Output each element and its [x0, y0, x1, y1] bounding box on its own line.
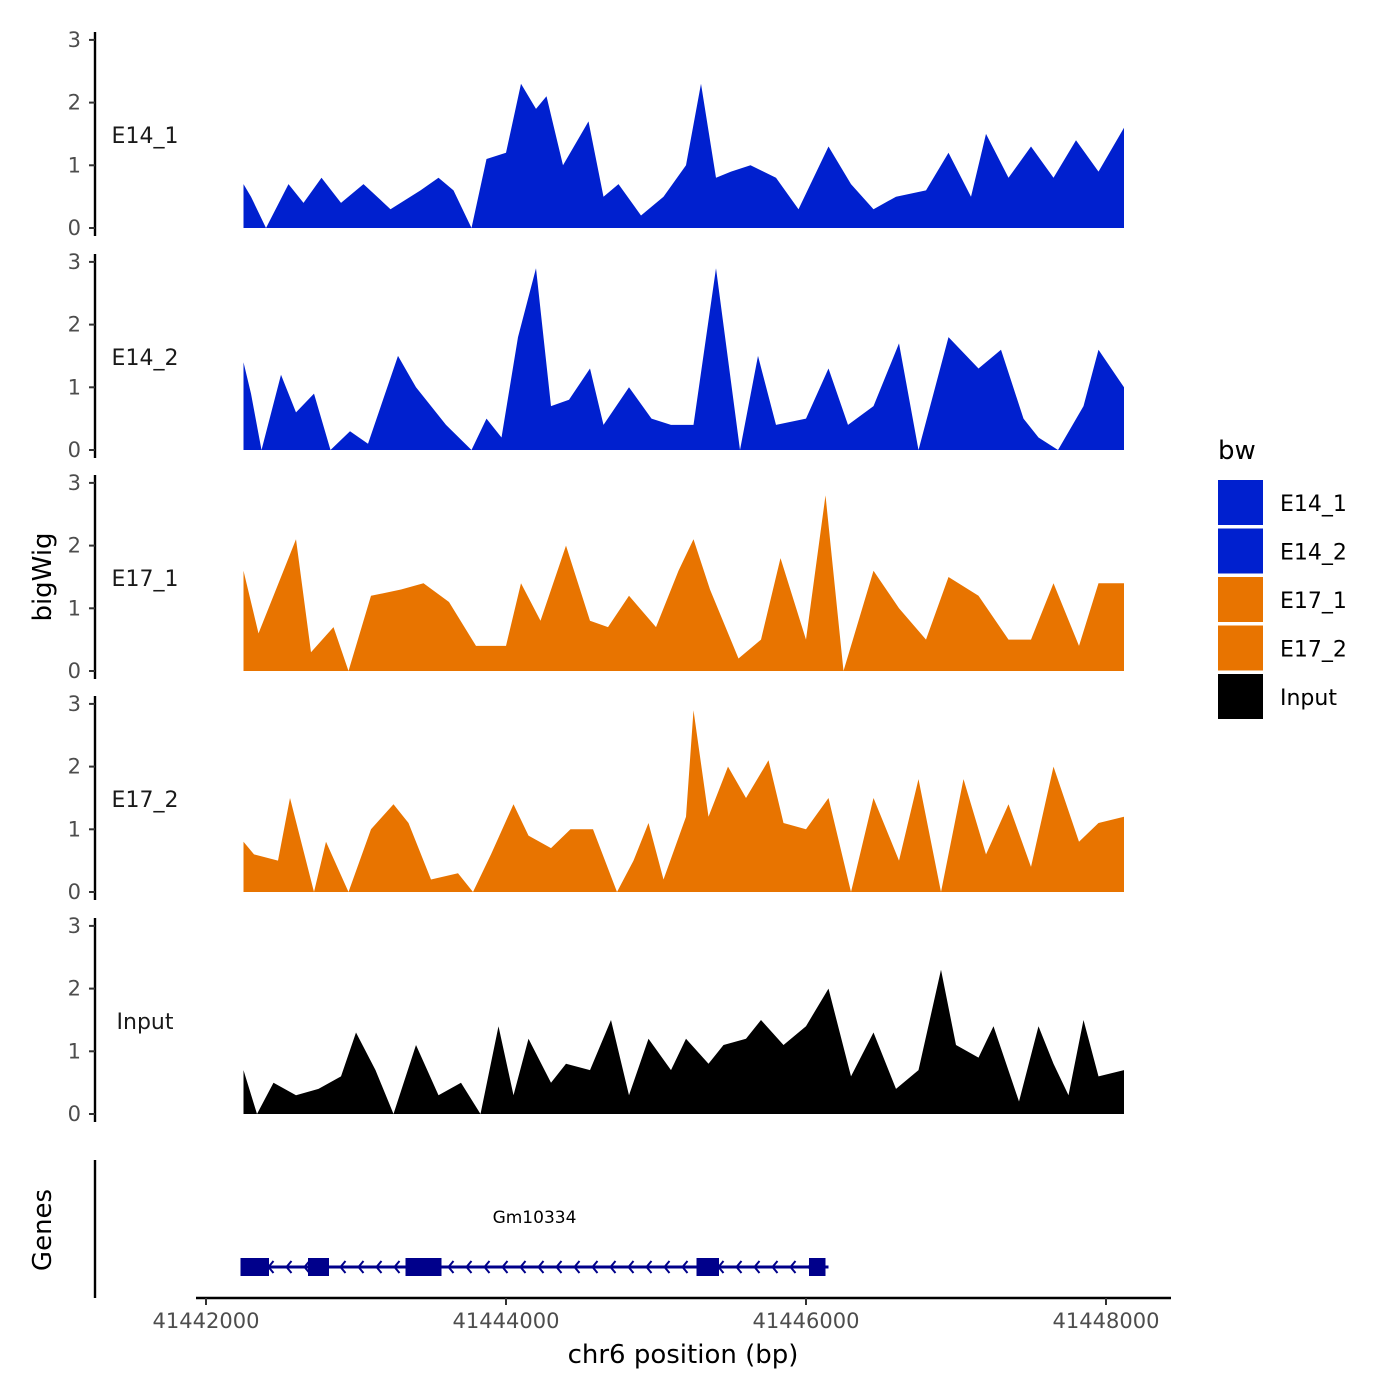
legend-swatch-e14-2 — [1218, 528, 1263, 574]
strand-arrow — [303, 1260, 311, 1274]
legend-swatch-input — [1218, 674, 1263, 719]
y-tick-label: 2 — [68, 534, 81, 558]
y-tick-label: 1 — [68, 596, 81, 620]
strand-arrow — [771, 1260, 779, 1274]
x-axis: 41442000 41444000 41446000 41448000 — [153, 1296, 1171, 1333]
x-tick-label: 41442000 — [153, 1309, 260, 1333]
exon-block — [240, 1258, 269, 1276]
tracks-layer: 0 1 2 3 E14_1 0 1 2 3 E14_2 0 1 2 3 E17_1 0 1 2 3 E17_2 0 1 2 3… — [68, 28, 1124, 1126]
gene-track-title: Genes — [28, 1189, 58, 1271]
strand-arrow — [357, 1260, 365, 1274]
strand-arrow — [681, 1260, 689, 1274]
y-tick-label: 0 — [68, 438, 81, 462]
legend-label-e14-2: E14_2 — [1280, 541, 1347, 566]
strand-arrow — [753, 1260, 761, 1274]
strand-arrow — [663, 1260, 671, 1274]
track-input: 0 1 2 3 Input — [68, 914, 1124, 1126]
area-series-e17-2 — [243, 710, 1124, 892]
area-series-e14-1 — [243, 83, 1124, 228]
y-tick-label: 1 — [68, 375, 81, 399]
strand-arrow — [393, 1260, 401, 1274]
x-tick-label: 41446000 — [753, 1309, 860, 1333]
track-label: Input — [117, 1010, 174, 1035]
track-label: E17_1 — [112, 567, 179, 592]
strand-arrow — [789, 1260, 797, 1274]
strand-arrow — [609, 1260, 617, 1274]
exon-block — [308, 1258, 329, 1276]
strand-arrow — [339, 1260, 347, 1274]
strand-arrow — [375, 1260, 383, 1274]
legend: bw E14_1 E14_2 E17_1 E17_2 Input — [1218, 436, 1347, 719]
gene-track: Gm10334 — [93, 1160, 829, 1298]
y-axis-title: bigWig — [28, 532, 58, 621]
strand-arrow — [645, 1260, 653, 1274]
y-tick-label: 2 — [68, 91, 81, 115]
y-tick-label: 1 — [68, 153, 81, 177]
y-tick-label: 0 — [68, 659, 81, 683]
y-tick-label: 3 — [68, 914, 81, 938]
legend-swatch-e17-1 — [1218, 577, 1263, 622]
track-e17-2: 0 1 2 3 E17_2 — [68, 692, 1124, 904]
strand-arrow — [519, 1260, 527, 1274]
legend-label-e17-2: E17_2 — [1280, 638, 1347, 663]
exon-block — [696, 1258, 719, 1276]
track-label: E14_1 — [112, 124, 179, 149]
strand-arrow — [501, 1260, 509, 1274]
strand-arrow — [591, 1260, 599, 1274]
track-e17-1: 0 1 2 3 E17_1 — [68, 471, 1124, 683]
strand-arrow — [627, 1260, 635, 1274]
legend-label-e17-1: E17_1 — [1280, 589, 1347, 614]
track-e14-1: 0 1 2 3 E14_1 — [68, 28, 1124, 240]
exon-block — [405, 1258, 442, 1276]
area-series-e17-1 — [243, 495, 1124, 671]
y-tick-label: 1 — [68, 1039, 81, 1063]
x-tick-label: 41448000 — [1053, 1309, 1160, 1333]
y-tick-label: 2 — [68, 755, 81, 779]
area-series-input — [243, 969, 1124, 1114]
strand-arrow — [555, 1260, 563, 1274]
area-series-e14-2 — [243, 268, 1124, 450]
y-tick-label: 3 — [68, 28, 81, 52]
y-tick-label: 1 — [68, 817, 81, 841]
track-e14-2: 0 1 2 3 E14_2 — [68, 250, 1124, 462]
y-tick-label: 0 — [68, 216, 81, 240]
legend-label-input: Input — [1280, 686, 1337, 711]
y-tick-label: 3 — [68, 692, 81, 716]
strand-arrow — [447, 1260, 455, 1274]
track-label: E14_2 — [112, 346, 179, 371]
y-tick-label: 3 — [68, 250, 81, 274]
y-tick-label: 0 — [68, 880, 81, 904]
strand-arrow — [285, 1260, 293, 1274]
y-tick-label: 3 — [68, 471, 81, 495]
x-axis-title: chr6 position (bp) — [568, 1340, 799, 1370]
legend-label-e14-1: E14_1 — [1280, 492, 1347, 517]
legend-swatch-e14-1 — [1218, 480, 1263, 525]
strand-arrow — [537, 1260, 545, 1274]
legend-swatch-e17-2 — [1218, 625, 1263, 671]
strand-arrow — [483, 1260, 491, 1274]
y-tick-label: 0 — [68, 1102, 81, 1126]
exon-block — [809, 1258, 826, 1276]
strand-arrow — [573, 1260, 581, 1274]
strand-arrow — [735, 1260, 743, 1274]
x-tick-label: 41444000 — [453, 1309, 560, 1333]
y-tick-label: 2 — [68, 977, 81, 1001]
strand-arrow — [465, 1260, 473, 1274]
y-tick-label: 2 — [68, 313, 81, 337]
track-label: E17_2 — [112, 788, 179, 813]
gene-name-label: Gm10334 — [493, 1208, 577, 1228]
legend-title: bw — [1218, 436, 1256, 466]
